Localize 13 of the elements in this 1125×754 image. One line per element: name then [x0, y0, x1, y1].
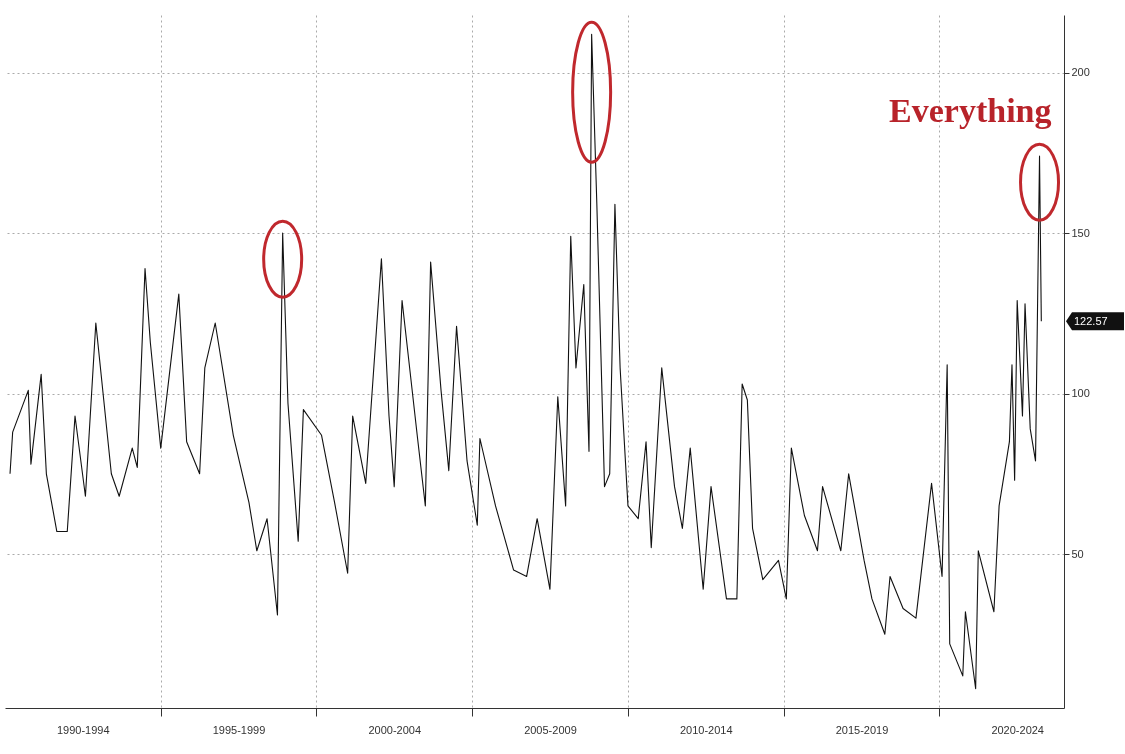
y-tick-label: 50	[1071, 547, 1084, 560]
x-tick-label: 1995-1999	[212, 723, 266, 736]
x-tick-label: 1990-1994	[56, 723, 110, 736]
y-tick-label: 200	[1071, 66, 1090, 79]
x-tick-label: 2020-2024	[991, 723, 1044, 736]
text: 122.57	[1074, 315, 1108, 328]
x-tick-label: 2010-2014	[679, 723, 733, 736]
x-tick-label: 2015-2019	[835, 723, 889, 736]
y-tick-label: 150	[1071, 226, 1090, 239]
x-tick-label: 2000-2004	[368, 723, 422, 736]
x-tick-label: 2005-2009	[524, 723, 577, 736]
annotation: Everything	[889, 92, 1052, 130]
y-tick-label: 100	[1071, 387, 1090, 400]
